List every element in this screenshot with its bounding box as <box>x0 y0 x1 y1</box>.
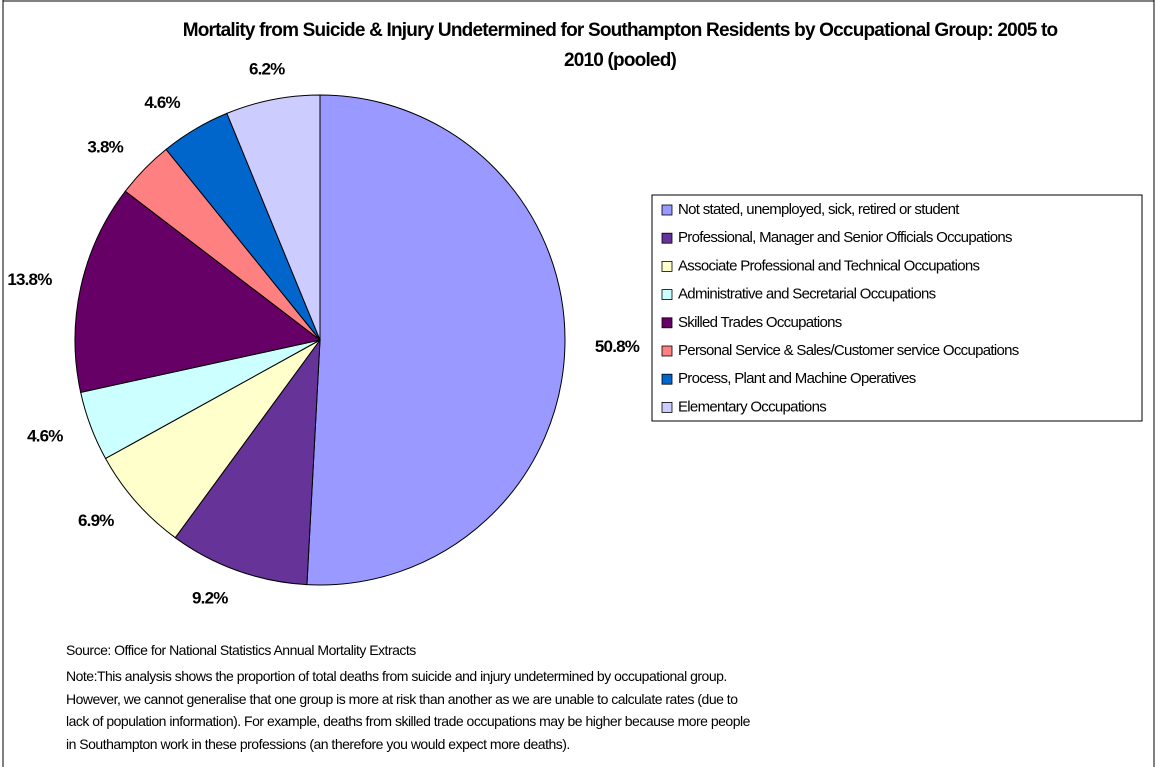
legend-swatch <box>661 373 673 385</box>
chart-title: Mortality from Suicide & Injury Undeterm… <box>182 20 1058 71</box>
legend-label: Skilled Trades Occupations <box>678 314 842 331</box>
source-note: Source: Office for National Statistics A… <box>66 642 416 658</box>
data-label: 4.6% <box>144 93 180 112</box>
data-label: 9.2% <box>192 588 228 607</box>
legend-label: Personal Service & Sales/Customer servic… <box>678 342 1019 359</box>
legend-label: Elementary Occupations <box>678 398 826 415</box>
legend-label: Not stated, unemployed, sick, retired or… <box>678 201 960 218</box>
pie-slice <box>174 338 321 586</box>
data-label: 50.8% <box>595 337 640 356</box>
legend-swatch <box>661 401 673 413</box>
data-label: 3.8% <box>87 138 123 157</box>
legend-swatch <box>661 345 673 357</box>
legend-swatch <box>661 260 673 272</box>
data-label: 6.9% <box>78 511 114 530</box>
data-label: 6.2% <box>249 60 285 79</box>
legend-box <box>651 194 1143 422</box>
pie-slice <box>104 339 321 539</box>
legend-label: Administrative and Secretarial Occupatio… <box>678 286 936 303</box>
note: Note:This analysis shows the proportion … <box>66 668 750 752</box>
pie-slice <box>74 190 322 393</box>
pie-slice <box>306 94 566 586</box>
legend-swatch <box>661 204 673 216</box>
data-label: 13.8% <box>7 270 52 289</box>
legend-label: Process, Plant and Machine Operatives <box>678 370 916 387</box>
pie-slice <box>226 94 321 341</box>
legend-swatch <box>661 232 673 244</box>
legend-label: Associate Professional and Technical Occ… <box>678 257 980 274</box>
legend-label: Professional, Manager and Senior Officia… <box>678 229 1012 246</box>
legend-swatch <box>661 289 673 301</box>
data-label: 4.6% <box>27 426 63 445</box>
legend-swatch <box>661 317 673 329</box>
